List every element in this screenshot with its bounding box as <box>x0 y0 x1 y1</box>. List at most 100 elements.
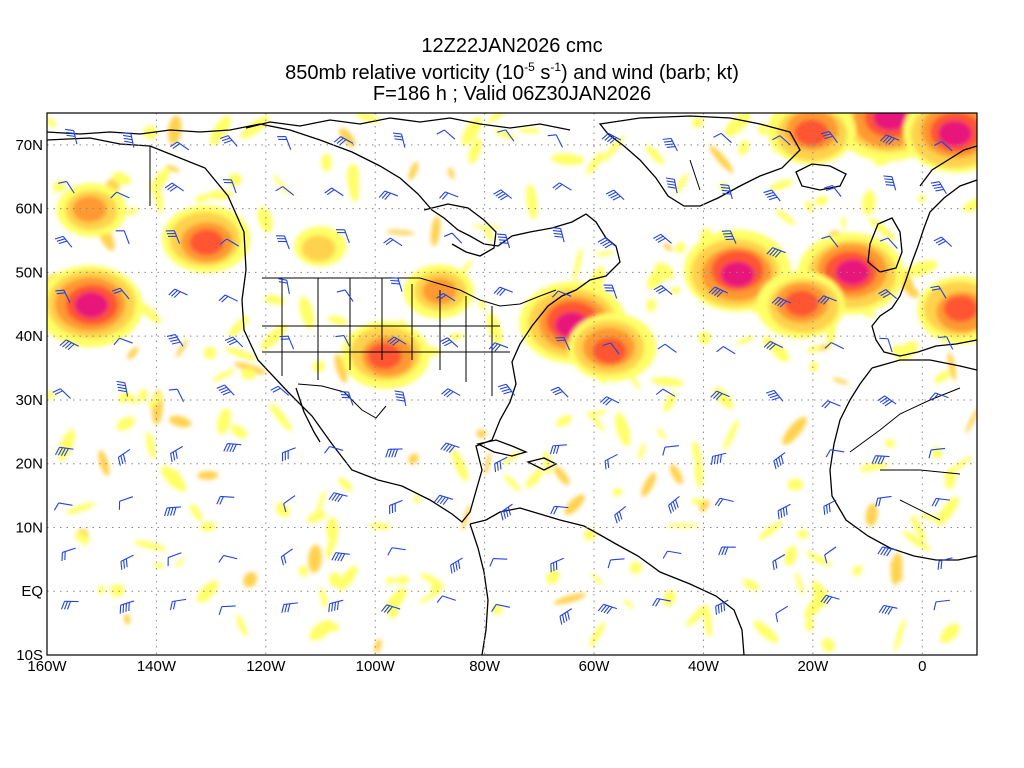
barb-feather <box>494 463 497 473</box>
vorticity-streak <box>891 344 903 355</box>
barb-staff <box>771 189 781 202</box>
wind-barb <box>281 447 296 462</box>
barb-feather <box>56 238 66 242</box>
longitude-label: 120W <box>246 658 286 675</box>
vorticity-streak <box>260 324 287 351</box>
barb-feather <box>821 400 829 408</box>
vorticity-streak <box>127 346 139 360</box>
barb-feather <box>222 179 232 181</box>
barb-feather <box>340 553 346 562</box>
title-variable-prefix: 850mb relative vorticity (10 <box>285 62 525 84</box>
wind-barb <box>450 557 463 574</box>
vorticity-streak <box>564 494 585 516</box>
barb-feather <box>602 397 610 405</box>
barb-feather <box>167 184 175 191</box>
wind-barb <box>599 396 620 406</box>
barb-staff <box>779 135 791 146</box>
barb-staff <box>935 392 949 399</box>
barb-feather <box>61 552 63 561</box>
barb-feather <box>886 548 892 557</box>
barb-feather <box>122 131 132 135</box>
barb-feather <box>715 606 717 615</box>
wind-barb <box>875 495 892 507</box>
vorticity-streak <box>797 529 809 539</box>
vorticity-streak <box>698 331 711 345</box>
barb-staff <box>284 235 290 250</box>
barb-feather <box>331 493 338 501</box>
barb-feather <box>666 146 676 148</box>
barb-feather <box>817 295 825 303</box>
vorticity-streak <box>319 587 328 609</box>
barb-feather <box>497 129 506 133</box>
longitude-label: 40W <box>688 658 720 675</box>
barb-feather <box>495 191 504 197</box>
wind-barb <box>931 497 951 507</box>
wind-barb <box>378 190 399 200</box>
barb-feather <box>938 336 947 339</box>
barb-feather <box>281 452 284 462</box>
wind-barb <box>497 383 516 396</box>
wind-barb <box>662 137 678 152</box>
latitude-labels: 70N 60N 50N 40N 30N 20N 10N EQ 10S <box>15 137 43 664</box>
barb-feather <box>283 503 287 513</box>
barb-staff <box>386 604 401 610</box>
barb-feather <box>441 192 449 200</box>
barb-staff <box>340 136 354 144</box>
vorticity-streak <box>484 227 494 242</box>
wind-barb <box>324 445 344 454</box>
south-america-coastline <box>469 507 745 655</box>
barb-feather <box>505 508 509 518</box>
barb-feather <box>722 192 732 195</box>
barb-staff <box>174 288 188 296</box>
barb-feather <box>714 497 721 506</box>
title-valid-time: F=186 h ; Valid 06Z30JAN2026 <box>372 83 652 105</box>
barb-feather <box>653 233 662 239</box>
barb-feather <box>223 139 233 144</box>
barb-feather <box>170 507 174 516</box>
wind-barb <box>283 495 296 513</box>
vorticity-streak <box>110 584 125 597</box>
wind-barb <box>493 286 513 297</box>
wind-barb <box>222 179 237 194</box>
barb-feather <box>164 507 168 517</box>
vorticity-streak <box>386 229 415 236</box>
barb-staff <box>558 386 569 398</box>
barb-feather <box>439 191 446 199</box>
vorticity-streak <box>861 190 876 216</box>
wind-barb <box>441 388 461 398</box>
wind-barb <box>118 496 134 510</box>
barb-feather <box>172 600 176 610</box>
barb-feather <box>885 136 893 144</box>
barb-feather <box>436 129 445 135</box>
barb-feather <box>882 135 890 143</box>
barb-staff <box>827 400 841 407</box>
barb-feather <box>552 182 560 189</box>
vorticity-streak <box>962 195 977 213</box>
barb-feather <box>385 239 394 246</box>
vorticity-streak <box>805 618 814 632</box>
barb-feather <box>884 606 891 615</box>
wind-barb <box>270 385 290 396</box>
barb-feather <box>600 604 607 613</box>
vorticity-streak <box>337 565 358 591</box>
barb-feather <box>164 182 173 189</box>
vorticity-streak <box>723 419 739 451</box>
barb-staff <box>559 608 573 617</box>
barb-staff <box>283 495 296 505</box>
vorticity-streak <box>709 145 734 173</box>
wind-barb <box>491 603 510 612</box>
vorticity-streak <box>217 408 231 435</box>
barb-staff <box>494 456 508 465</box>
barb-feather <box>324 446 331 454</box>
barb-feather <box>395 393 404 396</box>
iceland-coastline <box>795 163 847 191</box>
vorticity-streak <box>594 251 615 257</box>
barb-feather <box>334 552 340 561</box>
barb-feather <box>878 497 882 507</box>
barb-staff <box>343 335 351 349</box>
barb-feather <box>716 454 720 464</box>
barb-staff <box>608 132 622 141</box>
barb-feather <box>493 189 502 195</box>
barb-feather <box>882 292 891 299</box>
